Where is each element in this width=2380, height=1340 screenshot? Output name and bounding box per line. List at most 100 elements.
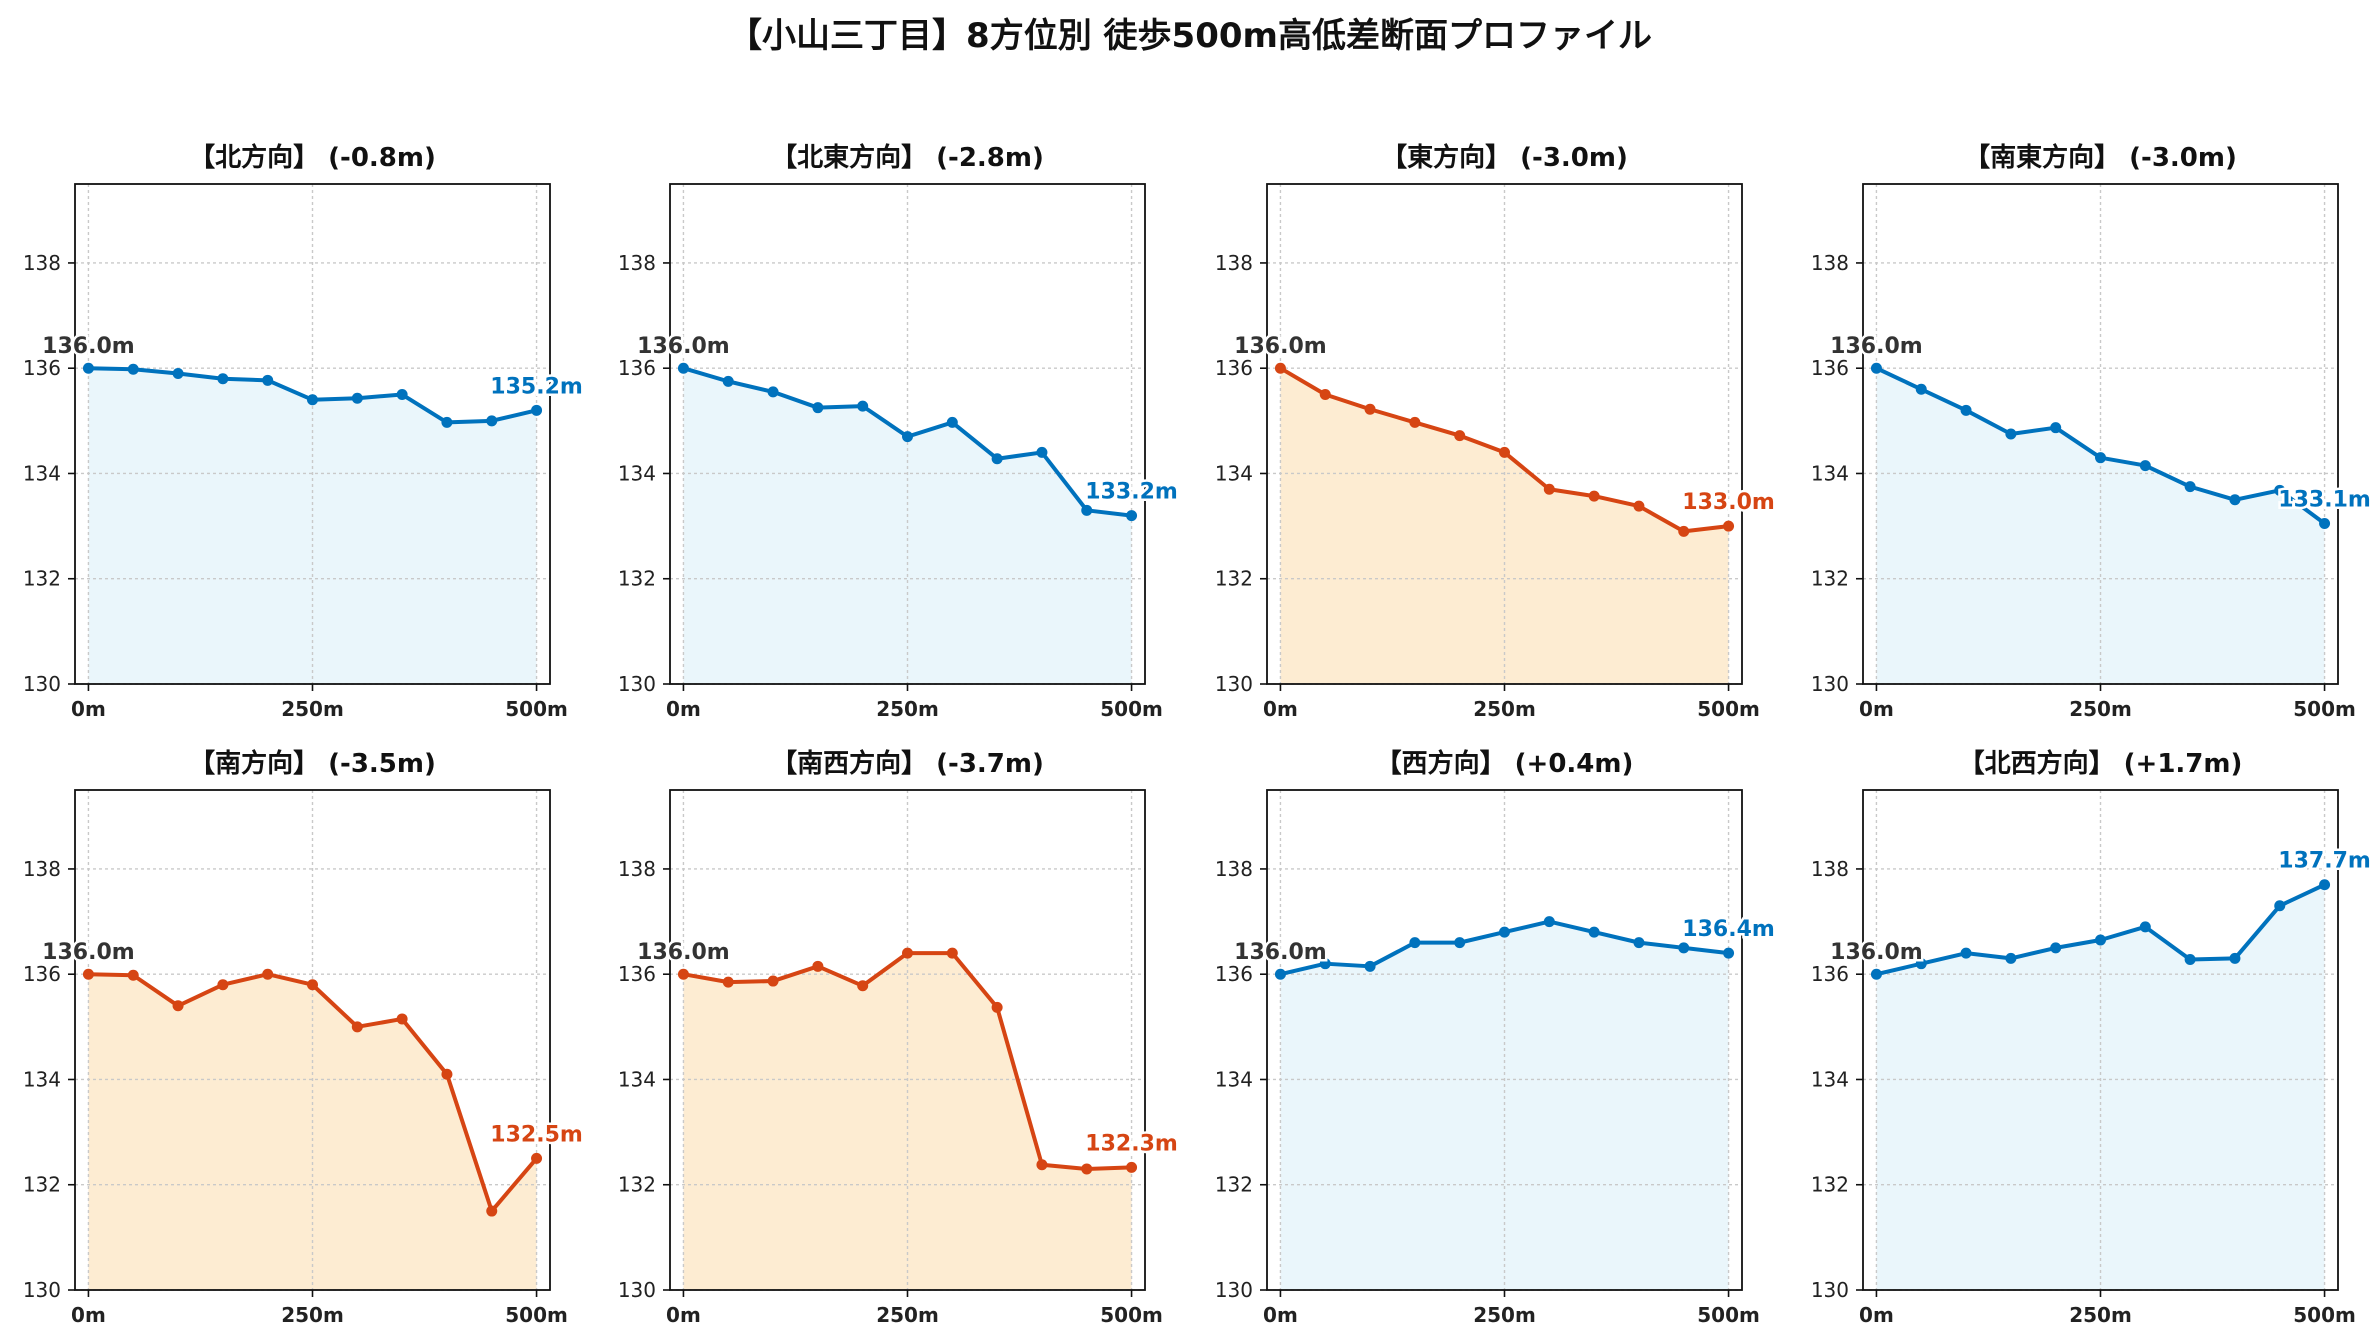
- end-elevation-label: 133.2m: [1085, 480, 1178, 505]
- profile-point: [1633, 937, 1645, 949]
- profile-point: [2095, 452, 2106, 464]
- x-tick-label: 0m: [1859, 697, 1894, 721]
- profile-point: [767, 386, 779, 398]
- panel-title: 【北西方向】 (+1.7m): [1959, 748, 2243, 779]
- profile-point: [902, 947, 913, 959]
- profile-point: [1960, 404, 1972, 416]
- profile-point: [2229, 952, 2241, 964]
- y-tick-label: 136: [1215, 962, 1253, 986]
- profile-point: [2229, 494, 2241, 506]
- profile-point: [1454, 937, 1466, 949]
- end-elevation-label: 137.7m: [2278, 849, 2371, 874]
- profile-point: [722, 375, 734, 387]
- profile-point: [722, 976, 734, 988]
- profile-point: [1723, 520, 1735, 532]
- profile-point: [1960, 947, 1972, 959]
- y-tick-label: 132: [23, 1173, 61, 1197]
- profile-point: [1678, 525, 1690, 537]
- page-title: 【小山三丁目】8方位別 徒歩500m高低差断面プロファイル: [728, 16, 1652, 56]
- start-elevation-label: 136.0m: [1830, 940, 1923, 965]
- profile-point: [2139, 921, 2151, 933]
- profile-point: [2184, 953, 2196, 965]
- x-tick-label: 250m: [1473, 697, 1536, 721]
- profile-point: [1081, 1163, 1093, 1175]
- profile-point: [82, 362, 94, 374]
- x-tick-label: 0m: [1859, 1303, 1894, 1327]
- y-tick-label: 130: [23, 672, 61, 696]
- panel-title: 【西方向】 (+0.4m): [1376, 748, 1634, 779]
- profile-point: [1499, 446, 1510, 458]
- x-tick-label: 500m: [505, 697, 568, 721]
- x-tick-label: 500m: [2293, 697, 2356, 721]
- y-tick-label: 138: [618, 251, 656, 275]
- profile-point: [1126, 1161, 1138, 1173]
- y-tick-label: 130: [1811, 672, 1849, 696]
- y-tick-label: 136: [23, 356, 61, 380]
- profile-point: [531, 404, 543, 416]
- x-tick-label: 250m: [2069, 1303, 2132, 1327]
- x-tick-label: 250m: [281, 697, 344, 721]
- y-tick-label: 134: [1811, 461, 1849, 485]
- profile-point: [1678, 942, 1690, 954]
- profile-point: [1081, 504, 1093, 516]
- x-tick-label: 250m: [876, 1303, 939, 1327]
- start-elevation-label: 136.0m: [637, 940, 730, 965]
- y-tick-label: 136: [23, 962, 61, 986]
- y-tick-label: 134: [618, 461, 656, 485]
- y-tick-label: 130: [618, 1278, 656, 1302]
- profile-point: [2274, 900, 2286, 912]
- y-tick-label: 134: [1811, 1067, 1849, 1091]
- start-elevation-label: 136.0m: [637, 334, 730, 359]
- end-elevation-label: 133.0m: [1682, 490, 1775, 515]
- profile-point: [991, 1001, 1003, 1013]
- profile-point: [1870, 968, 1882, 980]
- profile-point: [396, 389, 408, 401]
- y-tick-label: 138: [23, 857, 61, 881]
- x-tick-label: 0m: [666, 1303, 701, 1327]
- profile-point: [2050, 422, 2062, 434]
- profile-point: [1036, 1159, 1048, 1171]
- start-elevation-label: 136.0m: [1830, 334, 1923, 359]
- y-tick-label: 130: [1811, 1278, 1849, 1302]
- profile-point: [902, 431, 913, 443]
- profile-point: [217, 979, 229, 991]
- profile-point: [1870, 362, 1882, 374]
- x-tick-label: 500m: [505, 1303, 568, 1327]
- x-tick-label: 500m: [1697, 1303, 1760, 1327]
- start-elevation-label: 136.0m: [1234, 940, 1327, 965]
- profile-point: [2050, 942, 2062, 954]
- x-tick-label: 500m: [1100, 697, 1163, 721]
- x-tick-label: 0m: [71, 1303, 106, 1327]
- profile-point: [767, 975, 779, 987]
- panel-title: 【南西方向】 (-3.7m): [771, 748, 1044, 779]
- profile-point: [2184, 481, 2196, 493]
- profile-point: [857, 980, 869, 992]
- profile-point: [1274, 362, 1286, 374]
- start-elevation-label: 136.0m: [42, 940, 135, 965]
- y-tick-label: 130: [1215, 1278, 1253, 1302]
- profile-point: [486, 1205, 498, 1217]
- y-tick-label: 138: [1811, 857, 1849, 881]
- panel-4: 【南東方向】 (-3.0m) 130 132 134 136 138 0m 250m 500m 1…: [1811, 142, 2374, 721]
- panel-8: 【北西方向】 (+1.7m) 130 132 134 136 138 0m 250m 500m 1…: [1811, 748, 2374, 1327]
- profile-point: [531, 1152, 543, 1164]
- x-tick-label: 0m: [1263, 697, 1298, 721]
- profile-point: [127, 363, 139, 375]
- profile-point: [2274, 484, 2286, 496]
- y-tick-label: 138: [23, 251, 61, 275]
- profile-point: [812, 402, 824, 414]
- profile-point: [1499, 926, 1510, 938]
- panel-title: 【南方向】 (-3.5m): [189, 748, 436, 779]
- profile-point: [1409, 937, 1421, 949]
- y-tick-label: 134: [1215, 461, 1253, 485]
- profile-point: [2319, 879, 2331, 891]
- profile-point: [1543, 916, 1555, 928]
- profile-point: [677, 968, 689, 980]
- profile-point: [677, 362, 689, 374]
- profile-point: [1364, 960, 1376, 972]
- profile-point: [1409, 416, 1421, 428]
- profile-area: [1876, 884, 2325, 1290]
- panel-6: 【南西方向】 (-3.7m) 130 132 134 136 138 0m 250m 500m 1…: [618, 748, 1181, 1327]
- x-tick-label: 0m: [1263, 1303, 1298, 1327]
